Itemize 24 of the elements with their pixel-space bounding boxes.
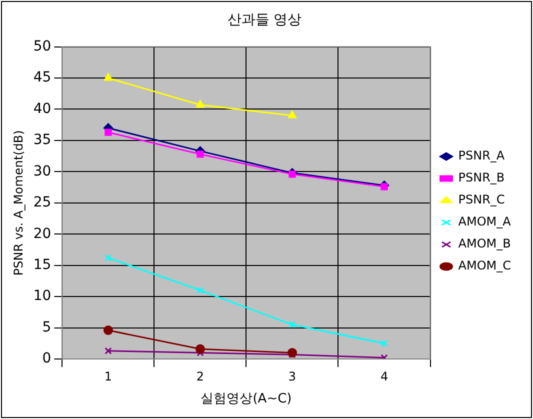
legend-label: AMOM_B bbox=[458, 236, 511, 251]
y-axis-title: PSNR vs. A_Moment(dB) bbox=[11, 130, 26, 276]
y-tick-label: 20 bbox=[33, 226, 52, 242]
x-tick-label: 2 bbox=[196, 369, 204, 384]
y-tick-label: 30 bbox=[33, 163, 52, 180]
y-tick-label: 10 bbox=[33, 288, 52, 304]
x-tick-label: 3 bbox=[288, 369, 296, 384]
y-tick-label: 50 bbox=[33, 38, 52, 54]
y-tick-label: 0 bbox=[42, 350, 52, 367]
y-tick-label: 25 bbox=[33, 194, 52, 211]
x-axis-title: 실험영상(A~C) bbox=[200, 392, 292, 407]
legend-label: PSNR_A bbox=[458, 148, 506, 163]
chart-title: 산과들 영상 bbox=[227, 12, 302, 28]
legend-label: PSNR_B bbox=[458, 170, 505, 185]
y-tick-label: 40 bbox=[33, 100, 52, 117]
x-tick-label: 4 bbox=[380, 369, 388, 384]
legend-label: AMOM_C bbox=[458, 258, 512, 273]
y-tick-label: 35 bbox=[33, 132, 52, 148]
y-tick-label: 45 bbox=[33, 70, 52, 86]
legend-label: AMOM_A bbox=[458, 214, 512, 229]
y-tick-label: 15 bbox=[33, 256, 52, 273]
y-tick-label: 5 bbox=[42, 319, 52, 336]
x-tick-label: 1 bbox=[104, 369, 112, 384]
legend-label: PSNR_C bbox=[458, 192, 505, 207]
